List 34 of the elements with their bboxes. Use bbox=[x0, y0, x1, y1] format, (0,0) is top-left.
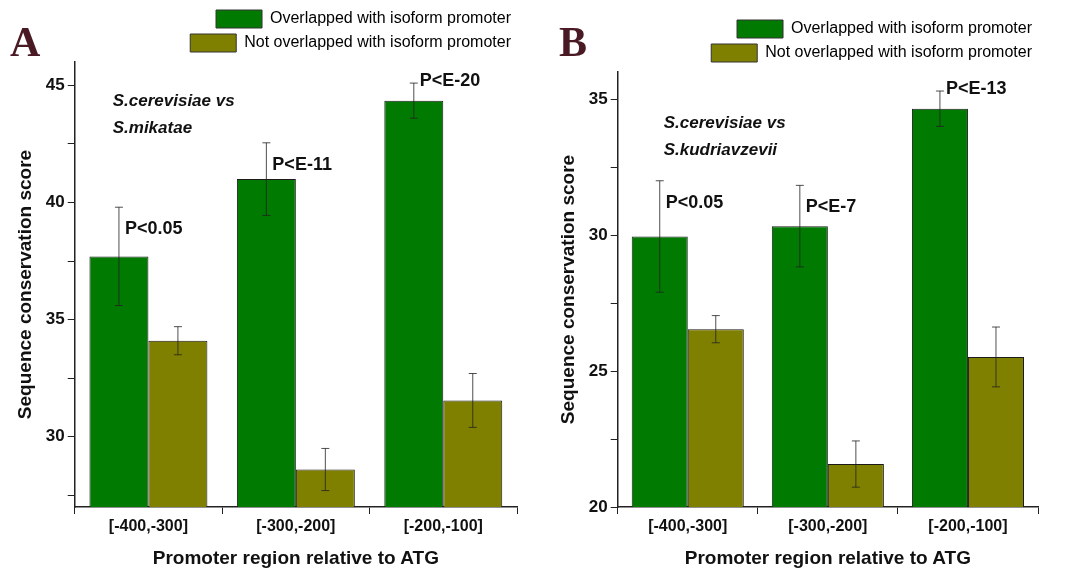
annotation: P<0.05 bbox=[665, 191, 724, 212]
annotation: P<E-7 bbox=[805, 196, 857, 217]
annotation: S.mikatae bbox=[112, 118, 193, 137]
x-axis-title: Promoter region relative to ATG bbox=[684, 546, 971, 568]
x-tick-label: [-300,-200] bbox=[256, 517, 336, 535]
annotation: S.cerevisiae vs bbox=[663, 113, 786, 132]
y-tick-label: 35 bbox=[45, 309, 65, 329]
chart-title: A bbox=[10, 19, 41, 65]
y-tick-label: 45 bbox=[45, 75, 65, 95]
y-tick-label: 25 bbox=[588, 360, 608, 380]
annotation: P<E-20 bbox=[419, 70, 481, 91]
x-tick-label: [-300,-200] bbox=[788, 517, 868, 535]
annotation: P<E-11 bbox=[272, 153, 332, 174]
y-axis-title: Sequence conservation score bbox=[13, 149, 35, 420]
x-tick-label: [-400,-300] bbox=[648, 517, 728, 535]
annotation: S.kudriavzevii bbox=[663, 140, 779, 159]
legend-label: Not overlapped with isoform promoter bbox=[244, 33, 512, 51]
annotation: P<0.05 bbox=[124, 218, 183, 239]
y-tick-label: 35 bbox=[588, 88, 608, 108]
x-tick-label: [-200,-100] bbox=[403, 517, 483, 535]
annotation: P<E-13 bbox=[945, 78, 1007, 98]
legend-label: Not overlapped with isoform promoter bbox=[765, 43, 1033, 61]
y-axis-title: Sequence conservation score bbox=[556, 154, 578, 425]
annotation: S.cerevisiae vs bbox=[112, 91, 235, 110]
y-tick-label: 30 bbox=[45, 426, 65, 446]
legend-label: Overlapped with isoform promoter bbox=[791, 19, 1033, 37]
x-axis-title: Promoter region relative to ATG bbox=[152, 546, 439, 568]
chart-title: B bbox=[559, 19, 588, 65]
x-tick-label: [-400,-300] bbox=[108, 517, 188, 535]
y-tick-label: 30 bbox=[588, 224, 608, 244]
y-tick-label: 40 bbox=[45, 192, 65, 212]
y-tick-label: 20 bbox=[588, 496, 608, 516]
legend-label: Overlapped with isoform promoter bbox=[270, 9, 512, 27]
x-tick-label: [-200,-100] bbox=[928, 517, 1008, 535]
